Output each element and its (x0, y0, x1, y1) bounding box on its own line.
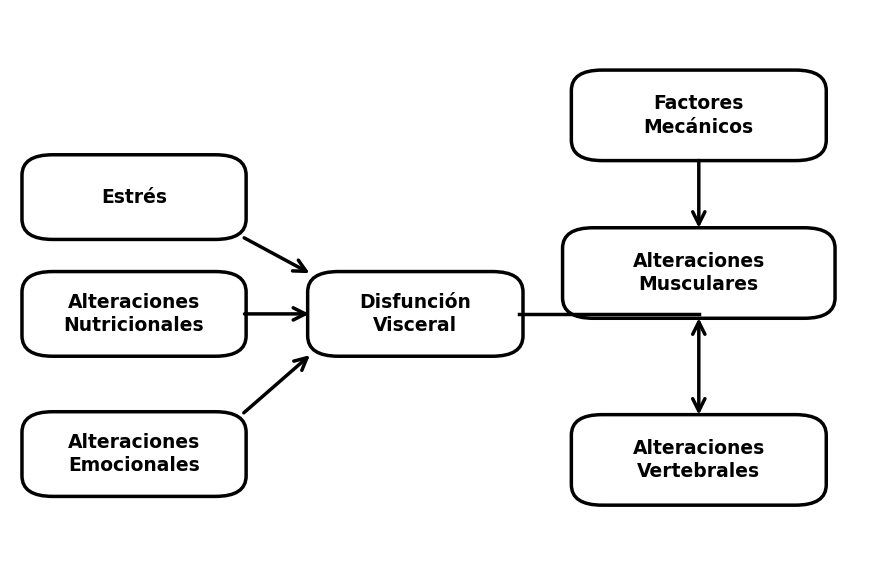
FancyBboxPatch shape (22, 272, 246, 356)
Text: Alteraciones
Nutricionales: Alteraciones Nutricionales (64, 293, 204, 335)
FancyBboxPatch shape (562, 228, 834, 318)
FancyBboxPatch shape (571, 70, 825, 161)
FancyBboxPatch shape (22, 412, 246, 496)
FancyBboxPatch shape (571, 415, 825, 505)
Text: Factores
Mecánicos: Factores Mecánicos (643, 94, 753, 137)
Text: Alteraciones
Emocionales: Alteraciones Emocionales (68, 433, 200, 475)
Text: Alteraciones
Musculares: Alteraciones Musculares (632, 252, 764, 294)
Text: Alteraciones
Vertebrales: Alteraciones Vertebrales (632, 439, 764, 481)
Text: Disfunción
Visceral: Disfunción Visceral (359, 293, 471, 335)
Text: Estrés: Estrés (101, 187, 167, 207)
FancyBboxPatch shape (307, 272, 522, 356)
FancyBboxPatch shape (22, 155, 246, 239)
